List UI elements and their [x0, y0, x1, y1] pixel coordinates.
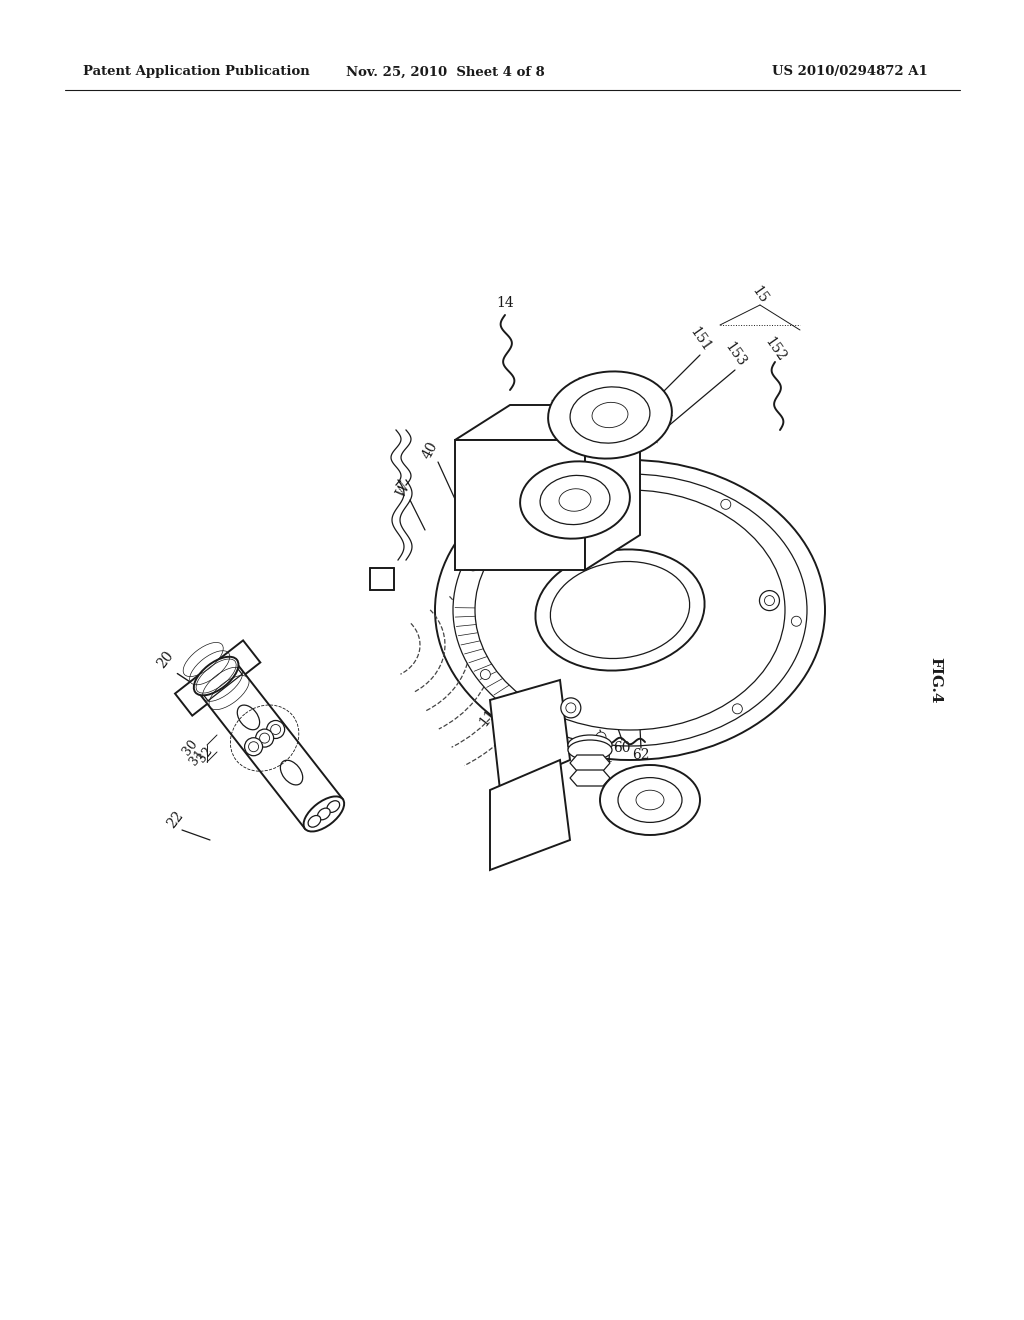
Text: 15: 15 — [750, 284, 771, 306]
Ellipse shape — [520, 462, 630, 539]
Circle shape — [732, 704, 742, 714]
Circle shape — [256, 729, 273, 747]
Polygon shape — [197, 660, 242, 701]
Circle shape — [792, 616, 802, 626]
Polygon shape — [490, 680, 570, 789]
Ellipse shape — [540, 475, 610, 524]
Ellipse shape — [327, 801, 340, 812]
Ellipse shape — [194, 657, 239, 696]
Circle shape — [566, 507, 575, 517]
Circle shape — [260, 733, 269, 743]
Text: 11: 11 — [477, 706, 499, 730]
Ellipse shape — [592, 403, 628, 428]
Text: 32: 32 — [195, 744, 215, 766]
Text: 151: 151 — [687, 325, 714, 355]
Text: 22: 22 — [164, 809, 186, 832]
Text: 61: 61 — [596, 751, 613, 766]
Text: 62: 62 — [632, 748, 650, 762]
Circle shape — [568, 483, 578, 494]
Ellipse shape — [600, 766, 700, 836]
Ellipse shape — [475, 490, 785, 730]
Text: 153: 153 — [722, 341, 749, 370]
Polygon shape — [175, 640, 260, 715]
Circle shape — [249, 742, 259, 751]
Ellipse shape — [435, 459, 825, 760]
Ellipse shape — [618, 777, 682, 822]
Polygon shape — [455, 405, 640, 440]
Text: Patent Application Publication: Patent Application Publication — [83, 66, 309, 78]
Ellipse shape — [568, 735, 612, 755]
Circle shape — [270, 725, 281, 734]
Ellipse shape — [453, 474, 807, 746]
Polygon shape — [455, 440, 585, 570]
Circle shape — [561, 502, 581, 523]
Circle shape — [468, 561, 478, 570]
Ellipse shape — [303, 796, 344, 832]
Text: 40: 40 — [420, 440, 440, 461]
Circle shape — [245, 738, 262, 756]
Ellipse shape — [308, 816, 321, 828]
Ellipse shape — [548, 371, 672, 458]
Circle shape — [721, 499, 731, 510]
Polygon shape — [570, 770, 610, 785]
Circle shape — [266, 721, 285, 738]
Ellipse shape — [536, 549, 705, 671]
Ellipse shape — [317, 808, 330, 820]
Text: 14: 14 — [496, 296, 514, 310]
Ellipse shape — [636, 791, 664, 809]
Ellipse shape — [570, 387, 650, 444]
Text: Nov. 25, 2010  Sheet 4 of 8: Nov. 25, 2010 Sheet 4 of 8 — [346, 66, 545, 78]
Circle shape — [566, 702, 575, 713]
Ellipse shape — [568, 741, 612, 760]
Ellipse shape — [281, 760, 303, 785]
Text: 20: 20 — [154, 649, 176, 671]
Polygon shape — [585, 405, 640, 570]
Text: 60: 60 — [613, 741, 631, 755]
Polygon shape — [198, 661, 343, 829]
Text: FIG.4: FIG.4 — [928, 657, 942, 704]
Circle shape — [596, 733, 606, 742]
Text: W: W — [393, 480, 413, 499]
Text: 152: 152 — [762, 335, 788, 364]
Text: 30: 30 — [180, 738, 200, 758]
Ellipse shape — [559, 488, 591, 511]
Circle shape — [765, 595, 774, 606]
Ellipse shape — [238, 705, 260, 730]
Polygon shape — [490, 760, 570, 870]
Circle shape — [760, 590, 779, 611]
Circle shape — [561, 698, 581, 718]
Text: US 2010/0294872 A1: US 2010/0294872 A1 — [772, 66, 928, 78]
Circle shape — [480, 669, 490, 680]
Polygon shape — [570, 755, 610, 771]
Text: 31: 31 — [187, 747, 207, 768]
